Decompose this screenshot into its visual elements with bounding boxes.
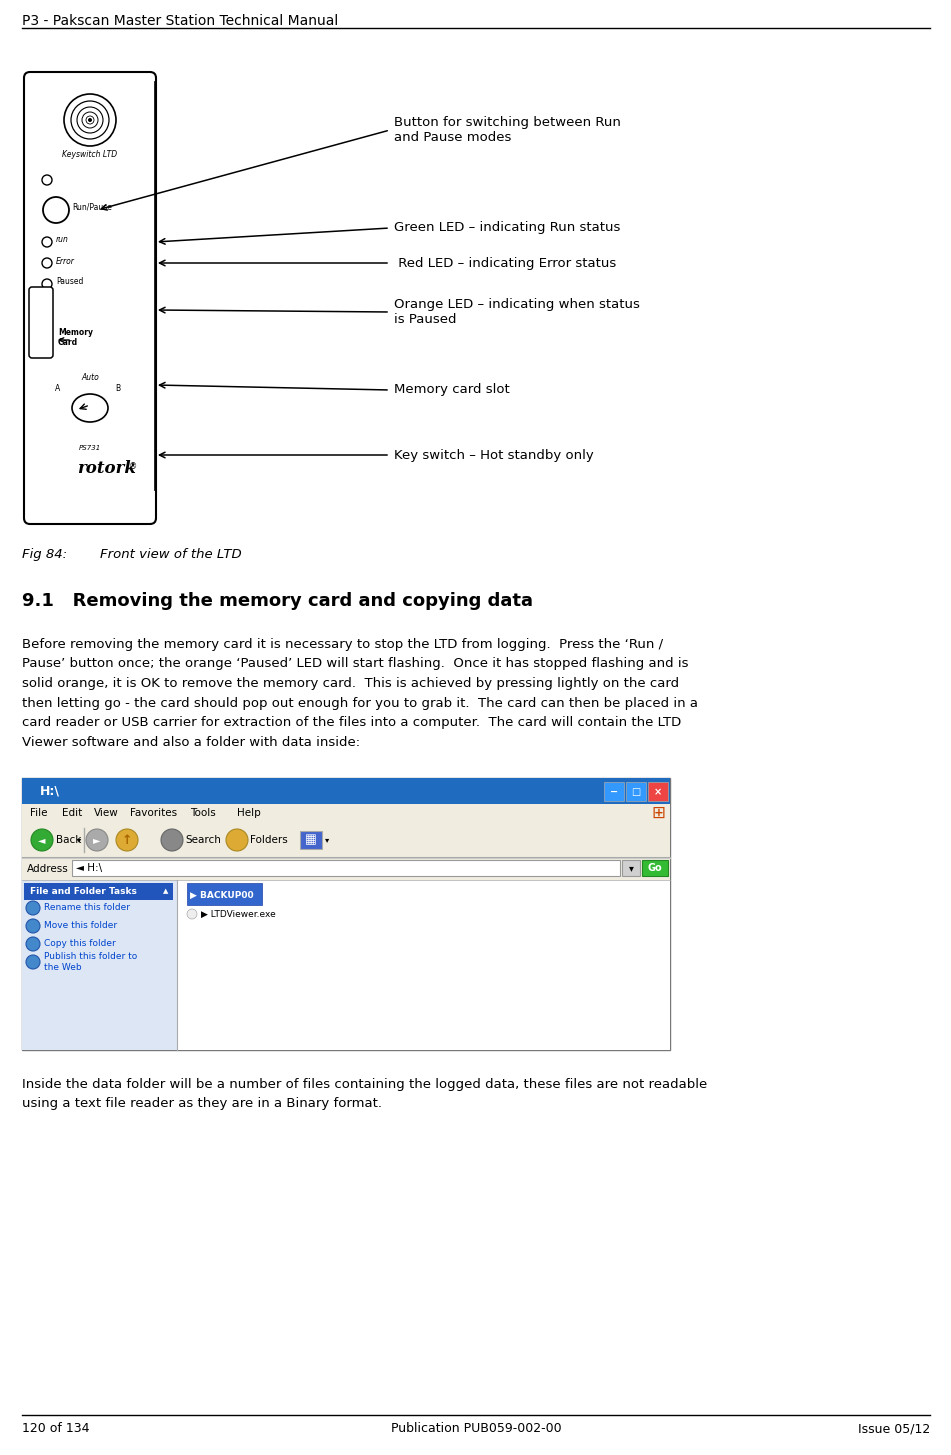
Text: Orange LED – indicating when status
is Paused: Orange LED – indicating when status is P… bbox=[394, 298, 640, 326]
Text: Run/Pause: Run/Pause bbox=[72, 202, 112, 211]
Bar bbox=[22, 822, 670, 858]
Text: Green LED – indicating Run status: Green LED – indicating Run status bbox=[394, 221, 620, 234]
Bar bbox=[22, 880, 670, 1051]
Circle shape bbox=[86, 829, 108, 851]
Text: ◄ H:\: ◄ H:\ bbox=[76, 863, 102, 873]
Text: ×: × bbox=[654, 787, 662, 797]
Text: ◄: ◄ bbox=[38, 835, 46, 845]
FancyBboxPatch shape bbox=[24, 71, 156, 524]
Text: Go: Go bbox=[648, 863, 662, 873]
Text: Memory: Memory bbox=[58, 327, 93, 338]
Text: B: B bbox=[115, 384, 121, 393]
Text: P3 - Pakscan Master Station Technical Manual: P3 - Pakscan Master Station Technical Ma… bbox=[22, 15, 339, 28]
Bar bbox=[22, 778, 670, 1051]
Text: ▶ LTDViewer.exe: ▶ LTDViewer.exe bbox=[201, 909, 276, 918]
Text: View: View bbox=[94, 808, 119, 818]
Text: Card: Card bbox=[58, 338, 78, 346]
Text: 120 of 134: 120 of 134 bbox=[22, 1422, 89, 1435]
Text: ▲: ▲ bbox=[163, 889, 168, 895]
Text: Fig 84:: Fig 84: bbox=[22, 549, 68, 562]
Text: Front view of the LTD: Front view of the LTD bbox=[100, 549, 242, 562]
Text: Copy this folder: Copy this folder bbox=[44, 940, 116, 949]
Text: A: A bbox=[55, 384, 61, 393]
Text: Error: Error bbox=[56, 256, 75, 265]
Bar bbox=[24, 883, 173, 901]
Bar bbox=[622, 860, 640, 876]
Text: −: − bbox=[610, 787, 618, 797]
Bar bbox=[22, 858, 670, 880]
Text: Tools: Tools bbox=[190, 808, 216, 818]
Text: Back: Back bbox=[56, 835, 82, 845]
Text: then letting go - the card should pop out enough for you to grab it.  The card c: then letting go - the card should pop ou… bbox=[22, 697, 698, 710]
Text: Help: Help bbox=[237, 808, 261, 818]
Text: Favorites: Favorites bbox=[130, 808, 177, 818]
Circle shape bbox=[26, 920, 40, 933]
Text: Viewer software and also a folder with data inside:: Viewer software and also a folder with d… bbox=[22, 735, 360, 748]
Text: Search: Search bbox=[185, 835, 221, 845]
Bar bbox=[300, 831, 322, 850]
Text: Issue 05/12: Issue 05/12 bbox=[858, 1422, 930, 1435]
Text: Publication PUB059-002-00: Publication PUB059-002-00 bbox=[391, 1422, 561, 1435]
Text: Paused: Paused bbox=[56, 278, 84, 287]
Circle shape bbox=[26, 901, 40, 915]
Text: ↑: ↑ bbox=[122, 834, 132, 847]
Circle shape bbox=[116, 829, 138, 851]
Text: File: File bbox=[30, 808, 48, 818]
Circle shape bbox=[88, 118, 92, 122]
Text: Address: Address bbox=[27, 864, 68, 874]
Text: Inside the data folder will be a number of files containing the logged data, the: Inside the data folder will be a number … bbox=[22, 1078, 708, 1091]
Text: Memory card slot: Memory card slot bbox=[394, 384, 510, 397]
Bar bbox=[72, 860, 620, 876]
Text: using a text file reader as they are in a Binary format.: using a text file reader as they are in … bbox=[22, 1097, 382, 1110]
Text: ▾: ▾ bbox=[325, 835, 329, 844]
Bar bbox=[22, 880, 177, 1051]
Bar bbox=[22, 778, 670, 805]
Text: Keyswitch LTD: Keyswitch LTD bbox=[63, 150, 118, 159]
Bar bbox=[626, 781, 646, 802]
Text: card reader or USB carrier for extraction of the files into a computer.  The car: card reader or USB carrier for extractio… bbox=[22, 716, 681, 729]
Text: rotork: rotork bbox=[77, 460, 136, 477]
Text: Key switch – Hot standby only: Key switch – Hot standby only bbox=[394, 448, 593, 461]
Text: 9.1   Removing the memory card and copying data: 9.1 Removing the memory card and copying… bbox=[22, 592, 533, 610]
Text: run: run bbox=[56, 236, 68, 244]
Text: ▦: ▦ bbox=[305, 834, 317, 847]
Text: Edit: Edit bbox=[62, 808, 82, 818]
Circle shape bbox=[31, 829, 53, 851]
Text: Before removing the memory card it is necessary to stop the LTD from logging.  P: Before removing the memory card it is ne… bbox=[22, 637, 663, 650]
Circle shape bbox=[187, 909, 197, 920]
FancyBboxPatch shape bbox=[29, 287, 53, 358]
Text: Rename this folder: Rename this folder bbox=[44, 904, 130, 912]
Text: Pause’ button once; the orange ‘Paused’ LED will start flashing.  Once it has st: Pause’ button once; the orange ‘Paused’ … bbox=[22, 658, 689, 671]
Text: Publish this folder to
the Web: Publish this folder to the Web bbox=[44, 953, 137, 972]
Text: Red LED – indicating Error status: Red LED – indicating Error status bbox=[394, 256, 616, 269]
Circle shape bbox=[26, 954, 40, 969]
Circle shape bbox=[26, 937, 40, 952]
Text: ⊞: ⊞ bbox=[651, 805, 665, 822]
Text: H:\: H:\ bbox=[40, 784, 60, 797]
Circle shape bbox=[161, 829, 183, 851]
Bar bbox=[22, 805, 670, 822]
Bar bbox=[604, 781, 624, 802]
Text: ▾: ▾ bbox=[77, 835, 81, 844]
Text: Auto: Auto bbox=[81, 372, 99, 383]
Text: Button for switching between Run
and Pause modes: Button for switching between Run and Pau… bbox=[394, 116, 621, 144]
Circle shape bbox=[226, 829, 248, 851]
Text: ▶ BACKUP00: ▶ BACKUP00 bbox=[190, 890, 254, 899]
Text: Folders: Folders bbox=[250, 835, 288, 845]
Text: □: □ bbox=[631, 787, 641, 797]
Bar bbox=[648, 781, 668, 802]
Text: ▾: ▾ bbox=[629, 863, 633, 873]
Text: ►: ► bbox=[93, 835, 101, 845]
Text: Move this folder: Move this folder bbox=[44, 921, 117, 931]
Text: ®: ® bbox=[129, 463, 137, 471]
Text: PS731: PS731 bbox=[79, 445, 101, 451]
Text: solid orange, it is OK to remove the memory card.  This is achieved by pressing : solid orange, it is OK to remove the mem… bbox=[22, 677, 679, 690]
Bar bbox=[187, 883, 262, 905]
Bar bbox=[642, 860, 668, 876]
Text: File and Folder Tasks: File and Folder Tasks bbox=[30, 888, 137, 896]
